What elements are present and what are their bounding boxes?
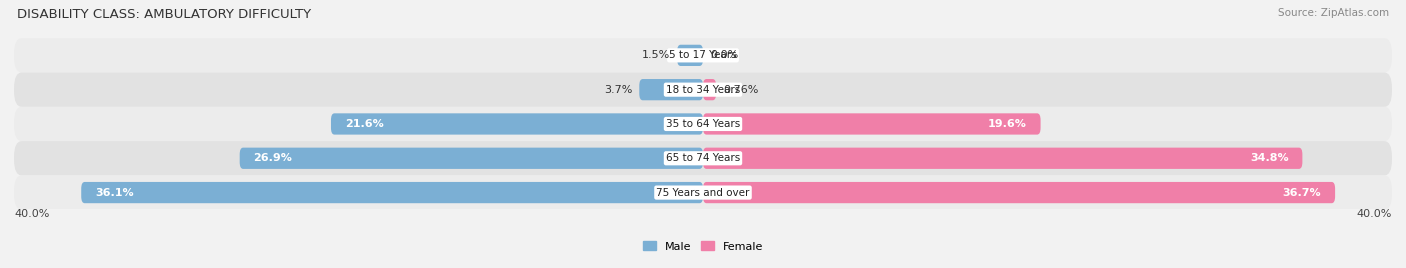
Text: 3.7%: 3.7%: [605, 85, 633, 95]
Text: 26.9%: 26.9%: [253, 153, 292, 163]
FancyBboxPatch shape: [14, 38, 1392, 73]
Text: 19.6%: 19.6%: [988, 119, 1026, 129]
Text: 18 to 34 Years: 18 to 34 Years: [666, 85, 740, 95]
Text: 36.7%: 36.7%: [1282, 188, 1322, 198]
Text: DISABILITY CLASS: AMBULATORY DIFFICULTY: DISABILITY CLASS: AMBULATORY DIFFICULTY: [17, 8, 311, 21]
FancyBboxPatch shape: [330, 113, 703, 135]
Text: 1.5%: 1.5%: [643, 50, 671, 60]
Text: 65 to 74 Years: 65 to 74 Years: [666, 153, 740, 163]
Text: 5 to 17 Years: 5 to 17 Years: [669, 50, 737, 60]
FancyBboxPatch shape: [703, 148, 1302, 169]
Text: 21.6%: 21.6%: [344, 119, 384, 129]
Text: 35 to 64 Years: 35 to 64 Years: [666, 119, 740, 129]
FancyBboxPatch shape: [239, 148, 703, 169]
Text: 0.76%: 0.76%: [723, 85, 758, 95]
FancyBboxPatch shape: [703, 182, 1336, 203]
Text: Source: ZipAtlas.com: Source: ZipAtlas.com: [1278, 8, 1389, 18]
Legend: Male, Female: Male, Female: [643, 241, 763, 251]
FancyBboxPatch shape: [14, 107, 1392, 141]
FancyBboxPatch shape: [640, 79, 703, 100]
FancyBboxPatch shape: [14, 176, 1392, 210]
Text: 0.0%: 0.0%: [710, 50, 738, 60]
Text: 40.0%: 40.0%: [1357, 209, 1392, 219]
FancyBboxPatch shape: [14, 73, 1392, 107]
FancyBboxPatch shape: [82, 182, 703, 203]
FancyBboxPatch shape: [703, 79, 716, 100]
FancyBboxPatch shape: [678, 45, 703, 66]
Text: 40.0%: 40.0%: [14, 209, 49, 219]
FancyBboxPatch shape: [703, 113, 1040, 135]
Text: 34.8%: 34.8%: [1250, 153, 1289, 163]
Text: 36.1%: 36.1%: [96, 188, 134, 198]
Text: 75 Years and over: 75 Years and over: [657, 188, 749, 198]
FancyBboxPatch shape: [14, 141, 1392, 176]
